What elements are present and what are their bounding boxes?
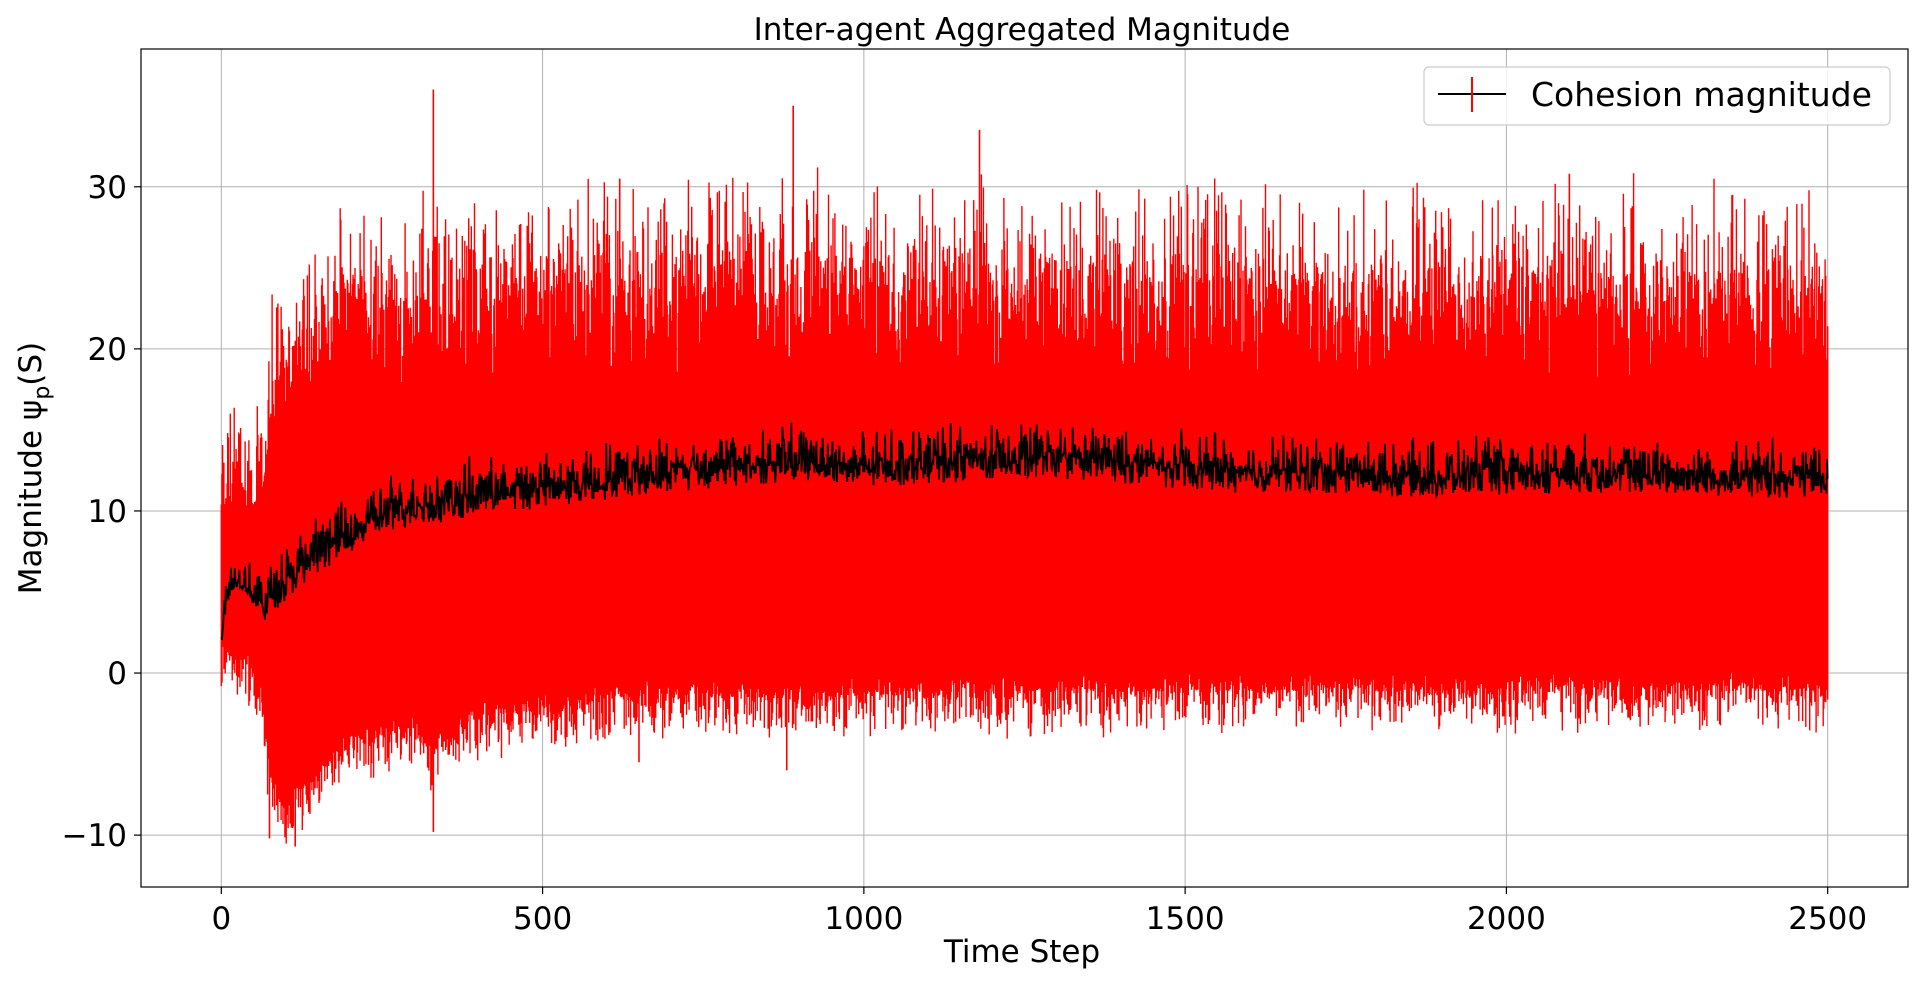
plot-frame	[140, 48, 1909, 888]
x-axis-label: Time Step	[943, 934, 1100, 970]
chart-title: Inter-agent Aggregated Magnitude	[754, 12, 1291, 48]
y-axis-ticks: −10 0 10 20 30	[62, 170, 141, 854]
x-axis-ticks: 0 500 1000 1500 2000 2500	[211, 887, 1867, 937]
y-tick-label: 10	[88, 494, 127, 530]
mean-line	[220, 422, 1829, 640]
error-bars-path	[220, 167, 1829, 844]
y-axis-label-tail: (S)	[13, 342, 49, 386]
y-axis-label-main: Magnitude ψ	[13, 400, 49, 595]
x-tick-label: 1000	[824, 901, 903, 937]
x-tick-label: 2500	[1788, 901, 1867, 937]
y-axis-label: Magnitude ψp(S)	[13, 342, 55, 594]
y-tick-label: 0	[107, 656, 127, 692]
mean-line-group	[220, 422, 1829, 640]
y-tick-label: 20	[88, 332, 127, 368]
y-tick-label: −10	[62, 818, 127, 854]
y-tick-label: 30	[88, 170, 127, 206]
legend: Cohesion magnitude	[1423, 66, 1891, 126]
x-tick-label: 1500	[1146, 901, 1225, 937]
x-tick-label: 500	[513, 901, 572, 937]
x-tick-label: 2000	[1467, 901, 1546, 937]
error-bars	[220, 89, 1829, 847]
legend-box	[1423, 66, 1891, 126]
legend-entry-cohesion-magnitude: Cohesion magnitude	[1531, 75, 1872, 114]
x-tick-label: 0	[211, 901, 231, 937]
y-axis-label-subscript: p	[30, 386, 55, 400]
